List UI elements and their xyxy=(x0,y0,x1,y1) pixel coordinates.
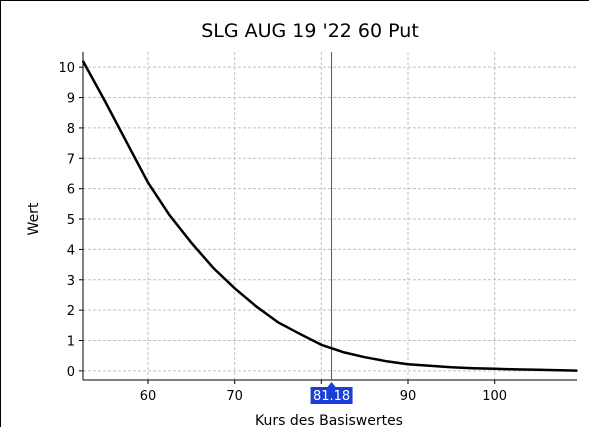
x-tick-label: 100 xyxy=(482,389,507,404)
y-tick-label: 0 xyxy=(67,365,75,380)
data-point xyxy=(407,363,409,366)
data-point xyxy=(82,60,84,62)
data-point xyxy=(537,368,539,371)
y-tick-label: 6 xyxy=(67,183,75,198)
data-point xyxy=(428,364,431,367)
y-axis-label: Wert xyxy=(26,202,42,235)
data-point xyxy=(190,241,193,244)
x-tick-label: 60 xyxy=(140,389,157,404)
data-point xyxy=(450,366,453,369)
cursor-label-box xyxy=(310,387,353,404)
data-point xyxy=(298,333,301,335)
plot-area: 0123456789106070809010081.18 xyxy=(58,52,578,404)
plot-background xyxy=(83,52,577,380)
data-point xyxy=(255,305,258,308)
data-point xyxy=(363,356,366,359)
y-tick-label: 5 xyxy=(67,213,75,228)
x-tick-label: 70 xyxy=(226,389,243,404)
data-point xyxy=(233,287,236,290)
series-line xyxy=(81,60,578,372)
x-tick-label: 90 xyxy=(400,389,417,404)
y-tick-label: 4 xyxy=(67,243,75,258)
data-point xyxy=(515,368,518,371)
cursor-value-label: 81.18 xyxy=(313,389,350,404)
y-tick-label: 1 xyxy=(67,335,75,350)
y-tick-label: 8 xyxy=(67,122,75,137)
data-point xyxy=(103,99,106,102)
data-point xyxy=(212,266,214,269)
data-point xyxy=(147,181,149,184)
data-point xyxy=(277,321,279,324)
data-point xyxy=(168,214,171,217)
data-point xyxy=(320,343,323,346)
data-point xyxy=(342,351,344,353)
data-point xyxy=(493,367,496,370)
chart-title: SLG AUG 19 '22 60 Put xyxy=(201,20,419,42)
data-point xyxy=(125,140,128,143)
y-tick-label: 10 xyxy=(58,61,75,76)
data-point xyxy=(558,369,561,372)
cursor-pointer xyxy=(327,382,336,387)
x-axis-label: Kurs des Basiswertes xyxy=(255,413,403,428)
data-point xyxy=(385,360,388,362)
y-tick-label: 2 xyxy=(67,304,75,319)
data-point xyxy=(472,367,474,369)
y-tick-label: 7 xyxy=(67,152,75,167)
y-tick-label: 9 xyxy=(67,92,75,107)
data-point xyxy=(576,369,578,372)
y-tick-label: 3 xyxy=(67,274,75,289)
